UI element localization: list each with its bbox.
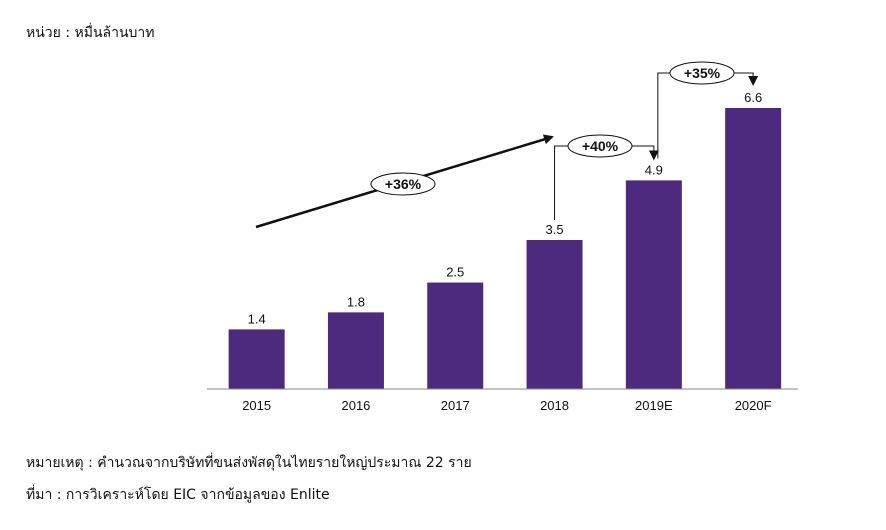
growth-2020-bubble [669,61,735,85]
value-label-2017: 2.5 [446,265,464,280]
bars-group: 1.4 1.8 2.5 3.5 4.9 6.6 [228,90,782,389]
cagr-label: +36% [385,176,422,192]
growth-2019-label: +40% [582,138,619,154]
unit-label: หน่วย : หมื่นล้านบาท [26,25,155,41]
bar-2018 [526,239,583,389]
growth-2020-label: +35% [684,65,721,81]
value-label-2018: 3.5 [546,222,564,237]
value-label-2019E: 4.9 [645,162,663,177]
annotations-group: +36% +40% +35% [255,61,759,229]
value-label-2016: 1.8 [347,294,365,309]
x-tick-2017: 2017 [441,398,470,413]
bar-2016 [327,312,384,389]
x-tick-2020F: 2020F [735,398,772,413]
bar-2020F [725,108,782,389]
growth-2019-bubble [567,134,633,158]
cagr-bubble [370,172,436,196]
bar-2017 [427,282,484,389]
footnote: หมายเหตุ : คำนวณจากบริษัทที่ขนส่งพัสดุใน… [26,455,472,471]
x-tick-2016: 2016 [341,398,370,413]
x-tick-2018: 2018 [540,398,569,413]
source-note: ที่มา : การวิเคราะห์โดย EIC จากข้อมูลของ… [26,487,330,503]
bar-2015 [228,329,285,389]
x-tick-2015: 2015 [242,398,271,413]
bar-2019E [625,180,682,389]
value-label-2020F: 6.6 [744,90,762,105]
x-tick-2019E: 2019E [635,398,673,413]
x-tick-labels: 2015 2016 2017 2018 2019E 2020F [242,398,771,413]
value-label-2015: 1.4 [248,311,266,326]
